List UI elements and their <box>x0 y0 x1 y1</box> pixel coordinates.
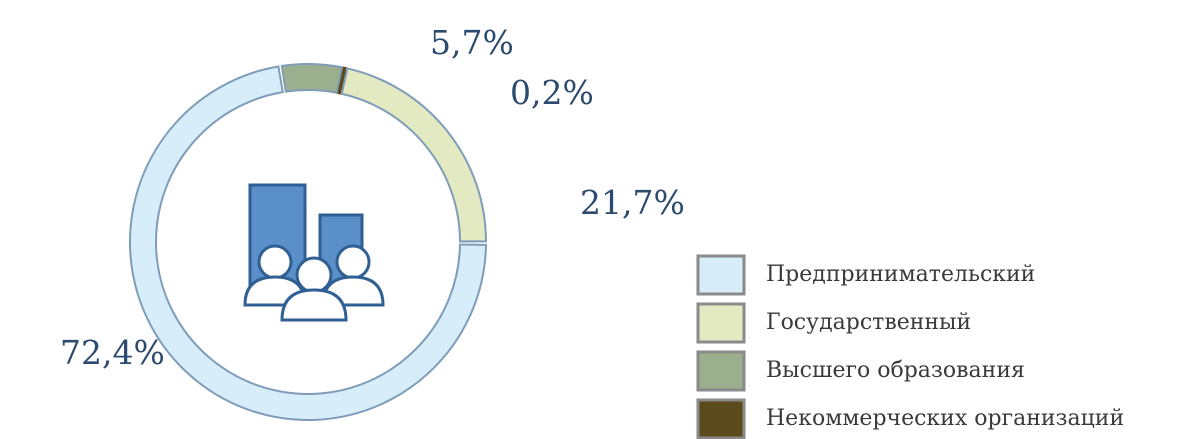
value-label: 72,4% <box>60 333 165 372</box>
donut-segment <box>129 65 487 421</box>
legend-label: Государственный <box>766 310 971 335</box>
legend-swatch <box>696 302 746 344</box>
donut-segment <box>280 63 343 94</box>
value-label: 5,7% <box>430 23 514 62</box>
legend-swatch <box>696 254 746 296</box>
legend-swatch <box>696 398 746 439</box>
center-icon <box>243 183 385 322</box>
value-label: 21,7% <box>580 183 685 222</box>
legend-swatch <box>696 350 746 392</box>
donut-segment <box>337 66 347 95</box>
donut-segment <box>340 67 488 243</box>
legend-label: Некоммерческих организаций <box>766 406 1124 431</box>
legend-label: Высшего образования <box>766 358 1025 383</box>
legend-label: Предпринимательский <box>766 262 1035 287</box>
value-label: 0,2% <box>510 73 594 112</box>
